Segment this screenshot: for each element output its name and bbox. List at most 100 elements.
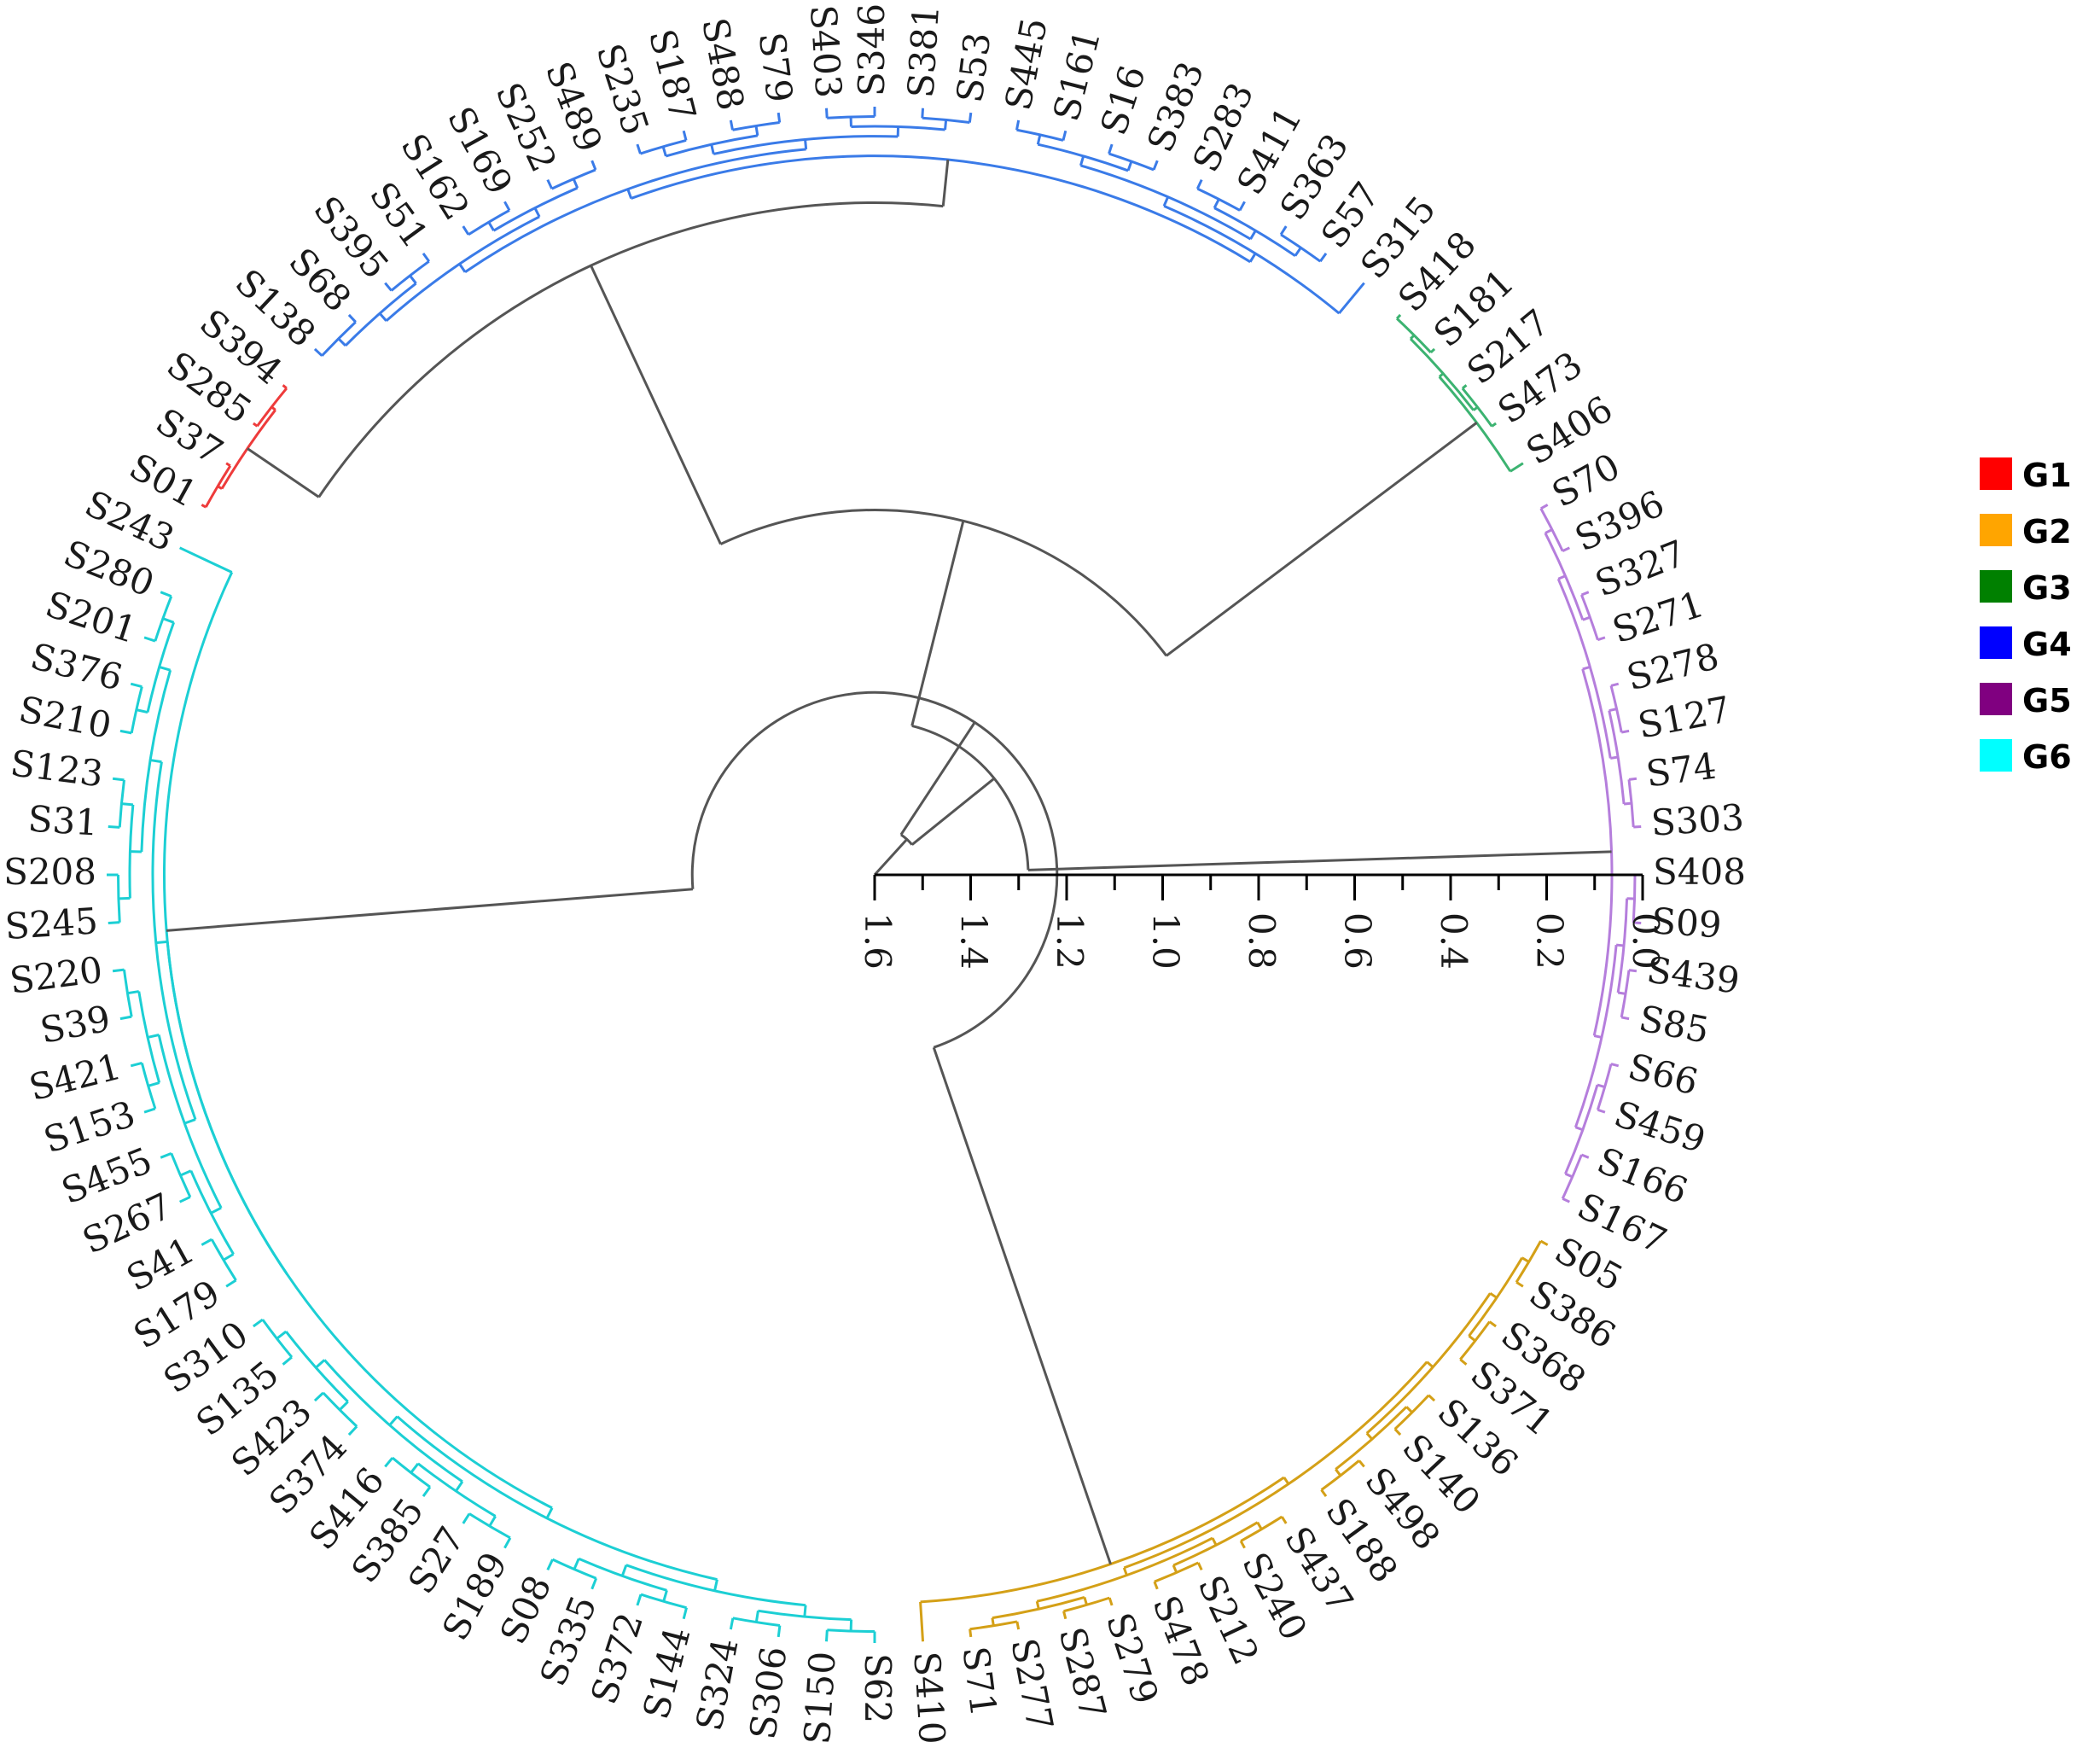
clade-arc (256, 387, 288, 428)
clade-arc (204, 464, 232, 508)
backbone-stem (247, 447, 320, 498)
backbone-arc (719, 509, 1168, 657)
clade-stem (944, 119, 948, 131)
leaf-label: S66 (1624, 1046, 1702, 1104)
backbone-stem (1165, 422, 1478, 657)
leaf-label: S09 (1650, 900, 1723, 946)
clade-stem (1281, 1516, 1288, 1524)
leaf-label: S208 (3, 851, 96, 893)
clade-stem (1510, 462, 1524, 473)
clade-stem (777, 1625, 782, 1638)
backbone-stem (166, 888, 694, 932)
leaf-label: S74 (1643, 745, 1719, 795)
clade-stem (1196, 1562, 1203, 1570)
clade-stem (315, 1359, 326, 1369)
clade-stem (1249, 230, 1257, 240)
legend-swatch (1980, 514, 2012, 546)
clade-stem (1015, 119, 1021, 131)
clade-stem (503, 201, 511, 212)
clade-stem (147, 1034, 160, 1039)
clade-stem (1610, 1063, 1620, 1068)
clade-stem (1283, 1477, 1290, 1485)
clade-stem (713, 1579, 718, 1592)
scale-tick-label: 1.4 (953, 912, 995, 970)
clade-stem (754, 125, 759, 137)
clade-arc (154, 596, 173, 642)
clade-stem (969, 1628, 973, 1638)
clade-stem (626, 189, 633, 199)
clade-stem (919, 1601, 925, 1642)
clade-stem (1294, 247, 1302, 257)
clade-stem (136, 708, 148, 714)
clade-stem (1036, 134, 1042, 145)
clade-stem (313, 347, 323, 357)
clade-stem (1521, 1256, 1530, 1263)
clade-arc (261, 1319, 294, 1359)
clade-stem (546, 1558, 554, 1570)
clade-stem (183, 1118, 196, 1125)
leaf-label: S210 (15, 688, 114, 747)
clade-stem (1195, 179, 1203, 189)
clade-stem (1574, 1126, 1584, 1132)
clade-stem (661, 146, 667, 157)
clade-stem (1582, 666, 1591, 671)
clade-stem (119, 1015, 132, 1021)
clade-stem (1544, 528, 1553, 534)
clade-stem (1428, 1394, 1436, 1402)
clade-stem (921, 108, 925, 119)
scale-tick-label: 0.6 (1337, 912, 1379, 970)
clade-stem (1279, 225, 1288, 236)
clade-stem (210, 1206, 222, 1215)
clade-stem (384, 1457, 394, 1468)
clade-stem (1248, 253, 1257, 263)
clade-arc (123, 969, 133, 1017)
legend-item: G2 (1980, 513, 2072, 551)
clade-stem (1459, 1358, 1468, 1366)
clade-stem (160, 591, 172, 598)
clade-stem (179, 1169, 192, 1177)
clade-arc (551, 1558, 597, 1580)
scale-tick-label: 1.0 (1145, 912, 1187, 970)
scale-tick-label: 0.8 (1241, 912, 1283, 970)
clade-stem (572, 178, 579, 189)
clade-stem (121, 802, 134, 807)
clade-stem (378, 312, 387, 322)
clade-stem (590, 160, 597, 171)
clade-stem (1395, 313, 1402, 320)
legend: G1 G2 G3 G4 G5 G6 (1980, 457, 2072, 776)
clade-stem (533, 207, 541, 218)
clade-stem (1015, 1621, 1021, 1630)
leaf-label: S408 (1653, 851, 1746, 893)
clade-stem (422, 1486, 432, 1497)
leaf-label: S85 (1636, 997, 1713, 1052)
clade-arc (464, 148, 806, 274)
clade-stem (991, 1617, 995, 1626)
clade-arc (396, 1415, 718, 1582)
clade-stem (270, 405, 276, 411)
clade-arc (732, 121, 780, 131)
backbone-arc (900, 833, 913, 846)
clade-stem (1108, 143, 1114, 154)
legend-label: G6 (2022, 738, 2072, 776)
clade-arc (130, 686, 143, 734)
clade-arc (639, 138, 687, 155)
clade-stem (337, 337, 346, 347)
clade-stem (620, 1564, 628, 1576)
leaf-label: S53 (949, 30, 999, 105)
clade-arc (631, 154, 1251, 264)
clade-stem (462, 225, 470, 236)
clade-stem (201, 1238, 212, 1246)
leaf-label: S123 (8, 742, 105, 795)
clade-stem (143, 1107, 156, 1114)
leaf-label: S79 (751, 30, 801, 105)
clade-stem (1489, 1291, 1498, 1299)
clade-stem (1539, 1239, 1549, 1246)
legend-label: G3 (2022, 569, 2072, 607)
clade-stem (545, 1507, 554, 1519)
clade-stem (1405, 1406, 1413, 1413)
leaf-label: S410 (905, 1650, 953, 1742)
clade-stem (112, 968, 125, 973)
clade-stem (1172, 1564, 1178, 1574)
clade-stem (1597, 1083, 1606, 1089)
clade-arc (732, 1617, 781, 1627)
